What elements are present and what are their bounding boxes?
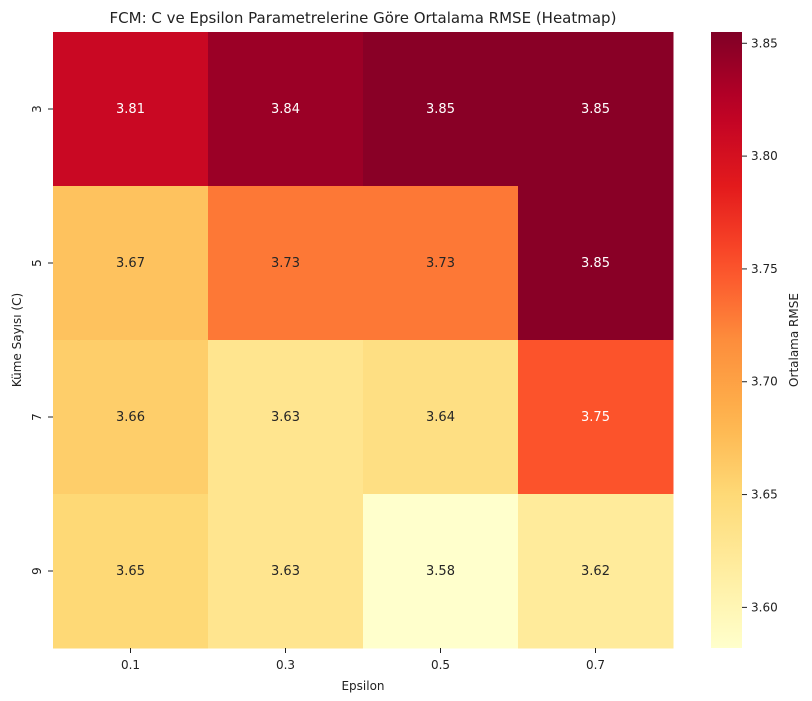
y-tick-label: 5 <box>30 259 44 267</box>
heatmap-cell <box>208 340 364 495</box>
heatmap-cell <box>518 32 674 187</box>
colorbar-ticks: 3.60 3.65 3.70 3.75 3.80 3.85 <box>742 36 778 614</box>
colorbar-tick-label: 3.60 <box>751 600 778 614</box>
heatmap-cell <box>518 186 674 341</box>
colorbar-tick-label: 3.70 <box>751 375 778 389</box>
cell-value-label: 3.85 <box>581 102 610 117</box>
heatmap-cell <box>363 494 519 649</box>
cell-value-label: 3.62 <box>581 564 610 579</box>
colorbar-tick-label: 3.75 <box>751 262 778 276</box>
heatmap-cell <box>53 186 209 341</box>
x-tick-label: 0.3 <box>276 658 295 672</box>
y-axis: 3 5 7 9 <box>30 105 53 575</box>
heatmap-cells: 3.81 3.84 3.85 3.85 3.67 3.73 3.73 3.85 3.66 3.63… <box>53 32 674 649</box>
cell-value-label: 3.64 <box>426 410 455 425</box>
heatmap-cell <box>53 32 209 187</box>
colorbar-label: Ortalama RMSE <box>787 293 801 387</box>
heatmap-cell <box>208 494 364 649</box>
cell-value-label: 3.63 <box>271 410 300 425</box>
heatmap-cell <box>363 32 519 187</box>
x-tick-label: 0.1 <box>121 658 140 672</box>
x-axis-label: Epsilon <box>341 679 384 693</box>
heatmap-cell <box>53 340 209 495</box>
cell-value-label: 3.66 <box>116 410 145 425</box>
y-tick-label: 3 <box>30 105 44 113</box>
x-tick-label: 0.5 <box>431 658 450 672</box>
chart-title: FCM: C ve Epsilon Parametrelerine Göre O… <box>110 9 617 27</box>
colorbar-tick-label: 3.65 <box>751 488 778 502</box>
cell-value-label: 3.67 <box>116 256 145 271</box>
heatmap-cell <box>518 494 674 649</box>
colorbar <box>711 32 742 648</box>
cell-value-label: 3.81 <box>116 102 145 117</box>
cell-value-label: 3.73 <box>271 256 300 271</box>
cell-value-label: 3.75 <box>581 410 610 425</box>
heatmap-cell <box>363 186 519 341</box>
cell-value-label: 3.85 <box>581 256 610 271</box>
colorbar-tick-label: 3.80 <box>751 149 778 163</box>
x-tick-label: 0.7 <box>586 658 605 672</box>
x-axis: 0.1 0.3 0.5 0.7 <box>121 648 605 672</box>
heatmap-cell <box>518 340 674 495</box>
colorbar-tick-label: 3.85 <box>751 36 778 50</box>
heatmap-cell <box>208 32 364 187</box>
y-axis-label: Küme Sayısı (C) <box>10 293 24 387</box>
cell-value-label: 3.73 <box>426 256 455 271</box>
cell-value-label: 3.63 <box>271 564 300 579</box>
y-tick-label: 9 <box>30 567 44 575</box>
y-tick-label: 7 <box>30 413 44 421</box>
heatmap-cell <box>53 494 209 649</box>
cell-value-label: 3.58 <box>426 564 455 579</box>
heatmap-cell <box>208 186 364 341</box>
cell-value-label: 3.84 <box>271 102 300 117</box>
heatmap-cell <box>363 340 519 495</box>
cell-value-label: 3.85 <box>426 102 455 117</box>
cell-value-label: 3.65 <box>116 564 145 579</box>
